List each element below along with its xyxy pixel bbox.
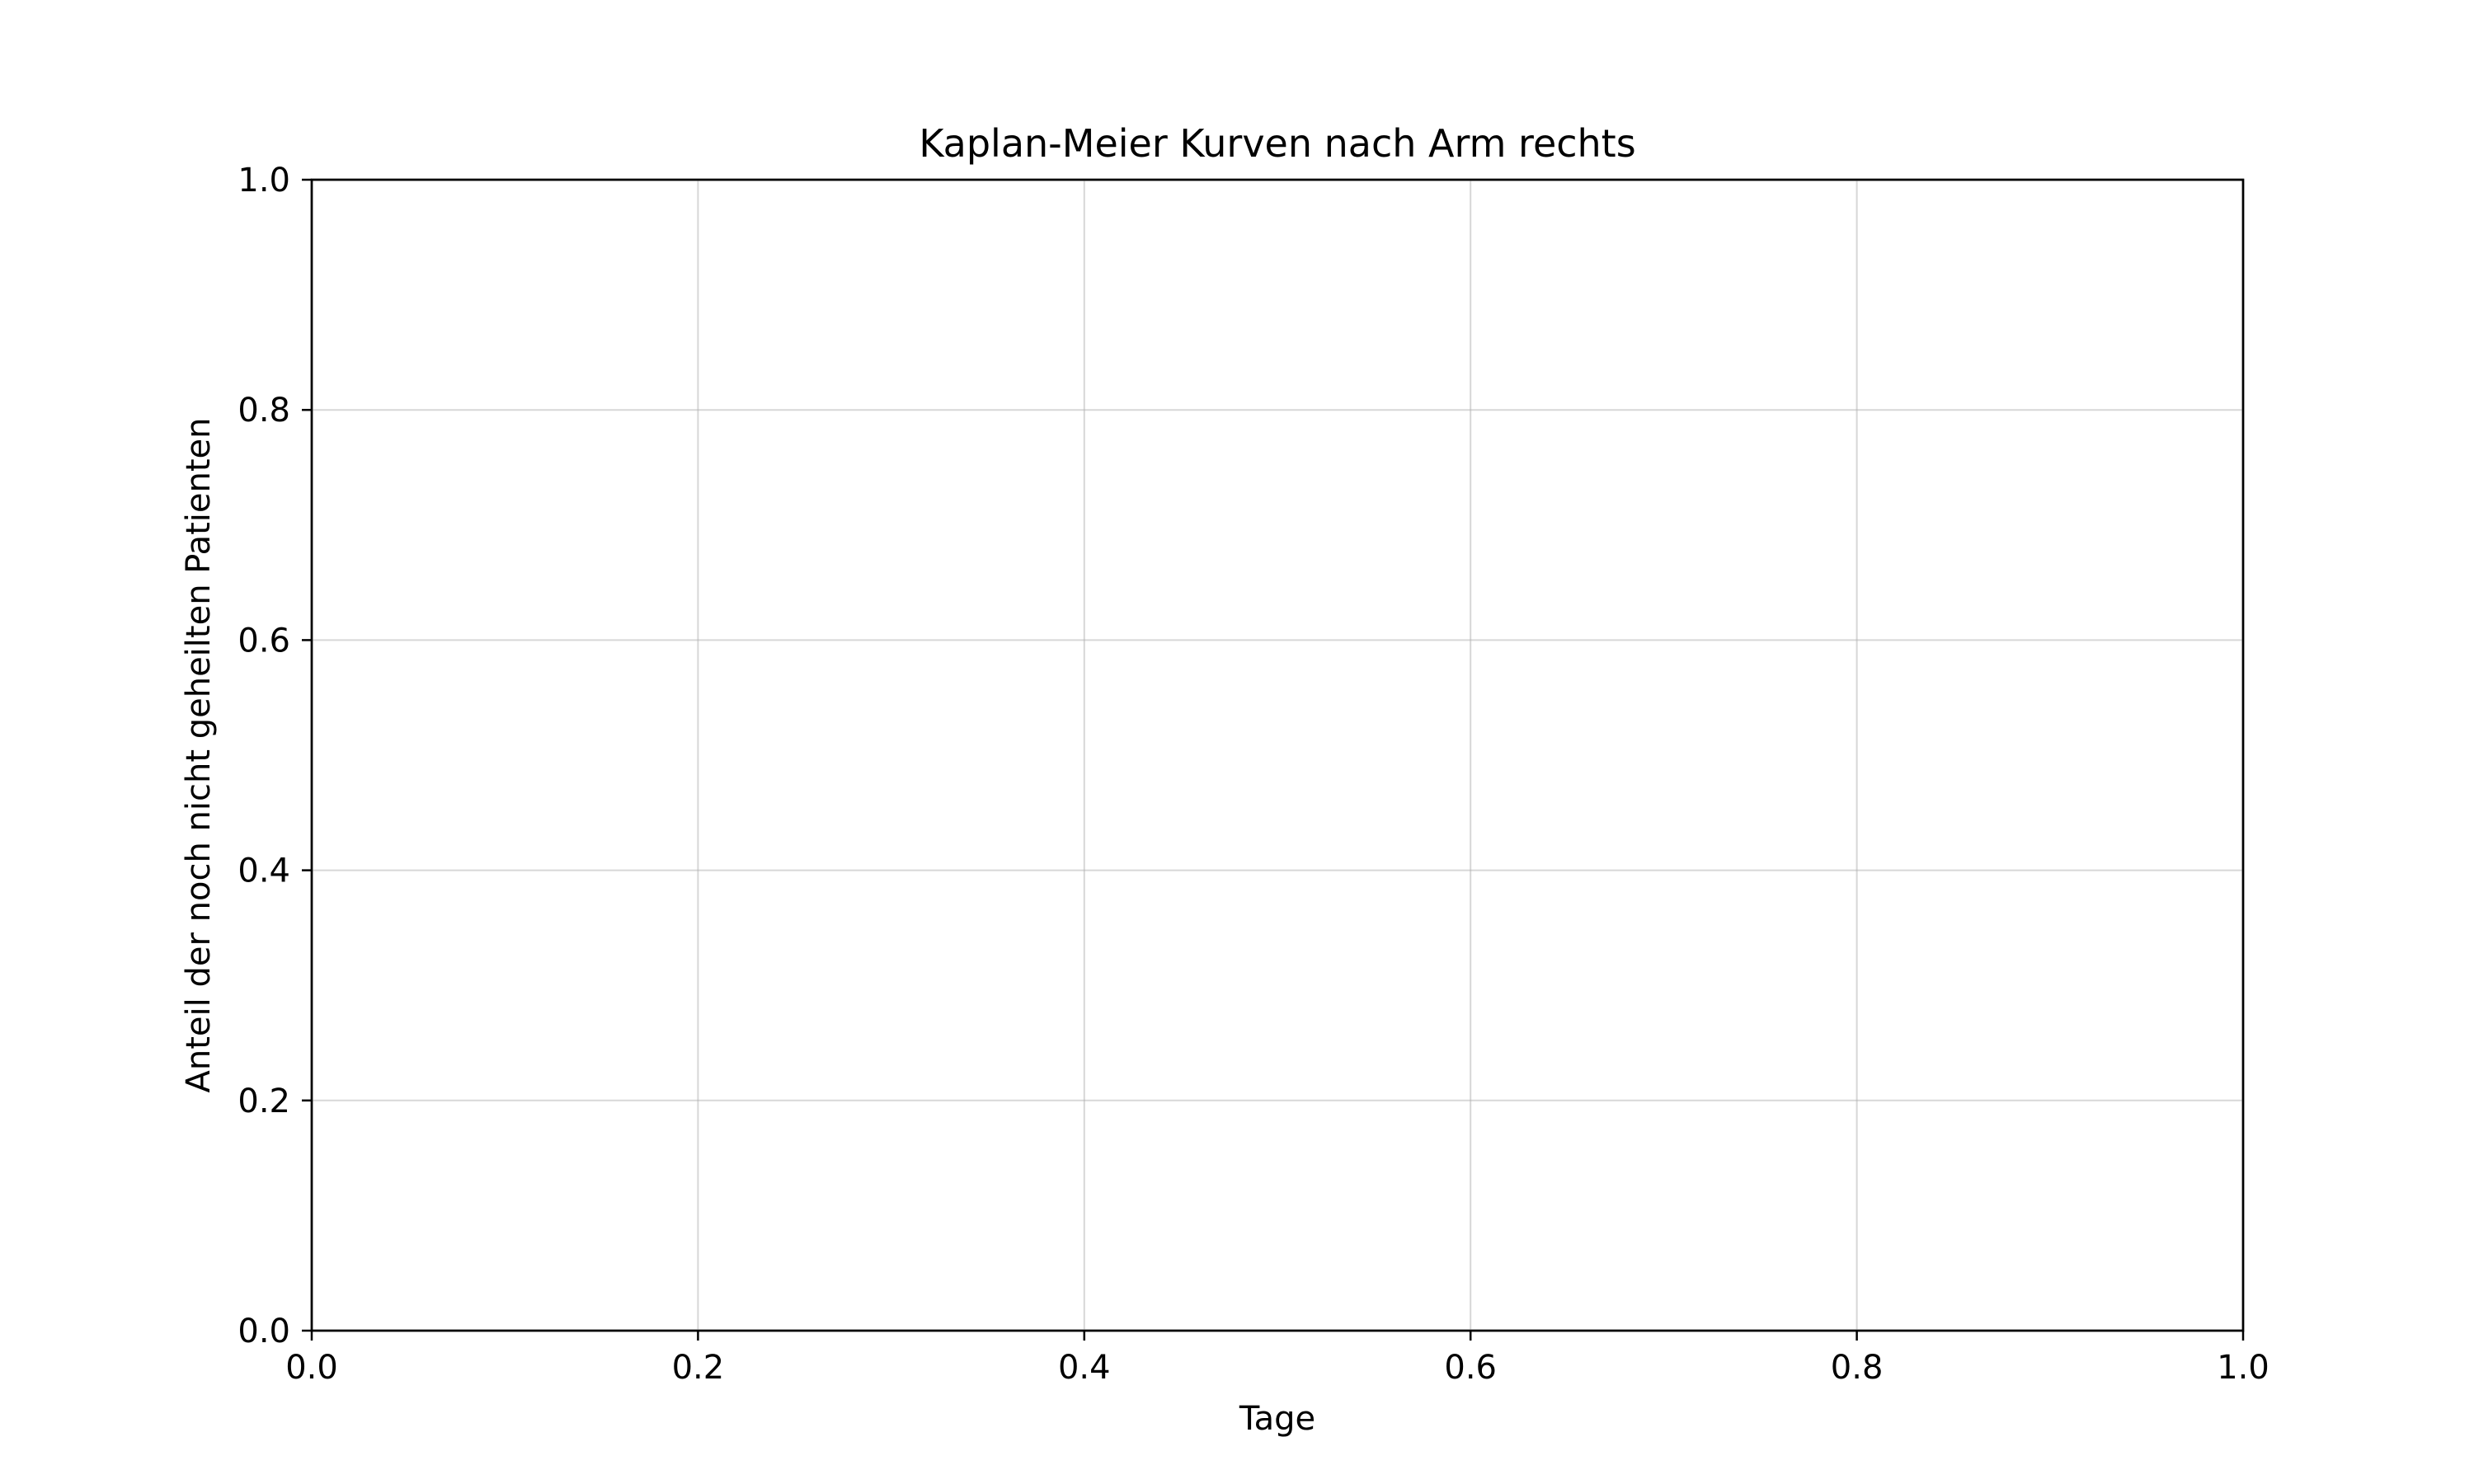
x-axis-ticks: 0.0 0.2 0.4 0.6 0.8 1.0 — [285, 1331, 2269, 1387]
y-axis-label: Anteil der noch nicht geheilten Patiente… — [180, 418, 218, 1093]
x-tick-label: 1.0 — [2217, 1349, 2269, 1387]
plot-frame-border — [310, 178, 2245, 1332]
plot-area — [310, 178, 2245, 1332]
y-tick-label: 1.0 — [238, 162, 290, 200]
x-tick-label: 0.0 — [285, 1349, 338, 1387]
x-tick-label: 0.4 — [1058, 1349, 1111, 1387]
x-tick-label: 0.8 — [1831, 1349, 1884, 1387]
y-tick-label: 0.6 — [238, 622, 290, 660]
x-tick-label: 0.2 — [672, 1349, 725, 1387]
x-tick-label: 0.6 — [1444, 1349, 1497, 1387]
chart-title: Kaplan-Meier Kurven nach Arm rechts — [919, 121, 1635, 166]
y-tick-label: 0.4 — [238, 852, 290, 890]
y-tick-label: 0.0 — [238, 1313, 290, 1350]
y-tick-label: 0.8 — [238, 392, 290, 430]
x-axis-label: Tage — [1239, 1400, 1315, 1438]
y-tick-label: 0.2 — [238, 1082, 290, 1120]
y-axis-ticks: 0.0 0.2 0.4 0.6 0.8 1.0 — [238, 162, 312, 1350]
